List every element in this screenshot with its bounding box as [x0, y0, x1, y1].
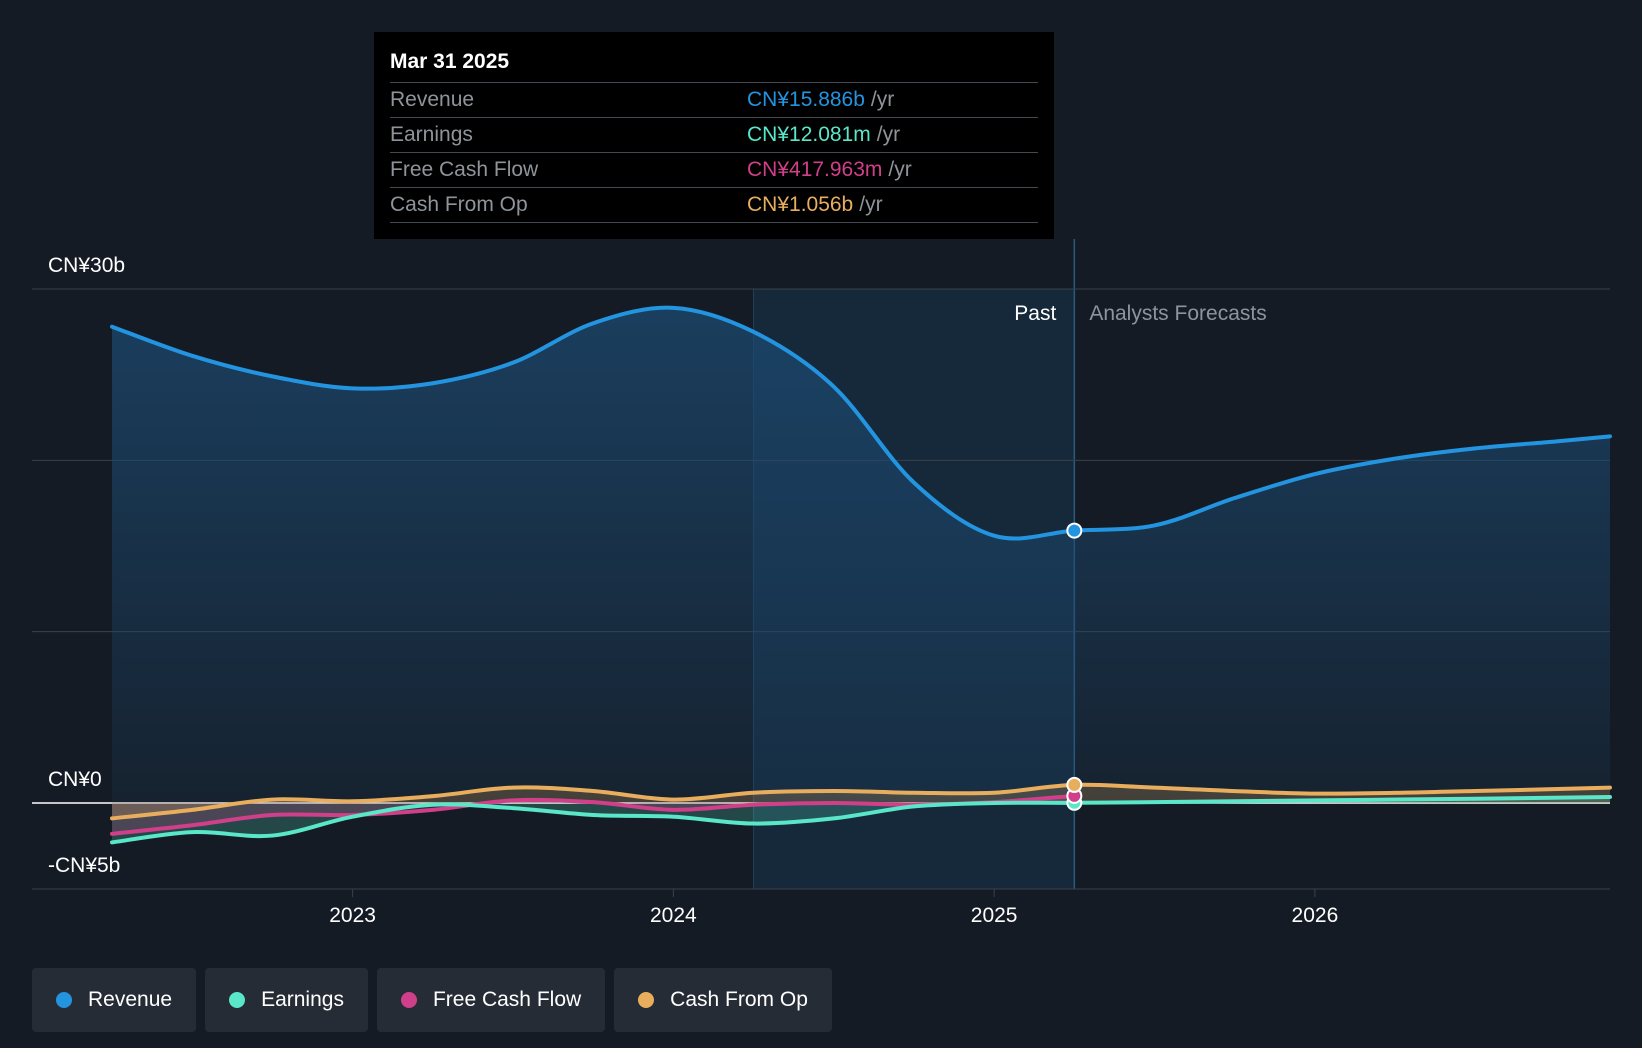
tooltip-unit: /yr — [876, 123, 901, 146]
y-tick-label: CN¥0 — [48, 768, 102, 791]
legend-item-revenue[interactable]: Revenue — [32, 968, 197, 1032]
tooltip: Mar 31 2025 Revenue CN¥15.886b /yr Earni… — [374, 32, 1054, 239]
legend-dot-icon — [56, 992, 72, 1008]
tooltip-value: CN¥15.886b — [747, 88, 865, 111]
tooltip-label: Cash From Op — [390, 193, 528, 216]
tooltip-value: CN¥1.056b — [747, 193, 854, 216]
legend-label: Revenue — [88, 988, 173, 1011]
point-cash-from-op — [1066, 776, 1083, 793]
legend-label: Earnings — [261, 988, 344, 1011]
area-earnings — [112, 797, 1611, 843]
line-cash-from-op — [110, 782, 1612, 821]
legend-dot-icon — [229, 992, 246, 1008]
tooltip-date: Mar 31 2025 — [390, 50, 510, 73]
tooltip-row-revenue: Revenue CN¥15.886b /yr — [390, 82, 1038, 117]
tooltip-label: Earnings — [390, 123, 473, 146]
x-tick-label: 2025 — [971, 904, 1018, 927]
tooltip-row-cash-from-op: Cash From Op CN¥1.056b /yr — [390, 187, 1038, 223]
tooltip-label: Free Cash Flow — [390, 158, 539, 181]
legend-label: Free Cash Flow — [432, 988, 582, 1011]
line-revenue — [110, 305, 1612, 541]
legend: Revenue Earnings Free Cash Flow Cash Fro… — [32, 968, 832, 1032]
legend-item-cash-from-op[interactable]: Cash From Op — [614, 968, 832, 1032]
x-tick-label: 2026 — [1292, 904, 1339, 927]
point-revenue — [1066, 522, 1083, 539]
past-label: Past — [1014, 302, 1056, 325]
tooltip-unit: /yr — [859, 193, 883, 216]
forecast-label: Analysts Forecasts — [1089, 302, 1266, 325]
legend-dot-icon — [400, 992, 417, 1008]
tooltip-row-free-cash-flow: Free Cash Flow CN¥417.963m /yr — [390, 152, 1038, 187]
line-earnings — [110, 795, 1612, 845]
y-tick-label: CN¥30b — [48, 254, 125, 277]
tooltip-row-earnings: Earnings CN¥12.081m /yr — [390, 117, 1038, 152]
tooltip-value: CN¥12.081m — [747, 123, 871, 146]
area-revenue — [112, 307, 1611, 803]
legend-item-earnings[interactable]: Earnings — [205, 968, 368, 1032]
legend-label: Cash From Op — [670, 988, 808, 1011]
legend-dot-icon — [638, 992, 655, 1008]
tooltip-value: CN¥417.963m — [747, 158, 883, 181]
tooltip-label: Revenue — [390, 88, 475, 111]
x-tick-label: 2024 — [650, 904, 697, 927]
tooltip-unit: /yr — [888, 158, 912, 181]
x-tick-label: 2023 — [329, 904, 376, 927]
y-tick-label: -CN¥5b — [48, 854, 120, 877]
area-free-cash-flow — [112, 795, 1075, 834]
tooltip-unit: /yr — [870, 88, 895, 111]
legend-item-free-cash-flow[interactable]: Free Cash Flow — [376, 968, 606, 1032]
